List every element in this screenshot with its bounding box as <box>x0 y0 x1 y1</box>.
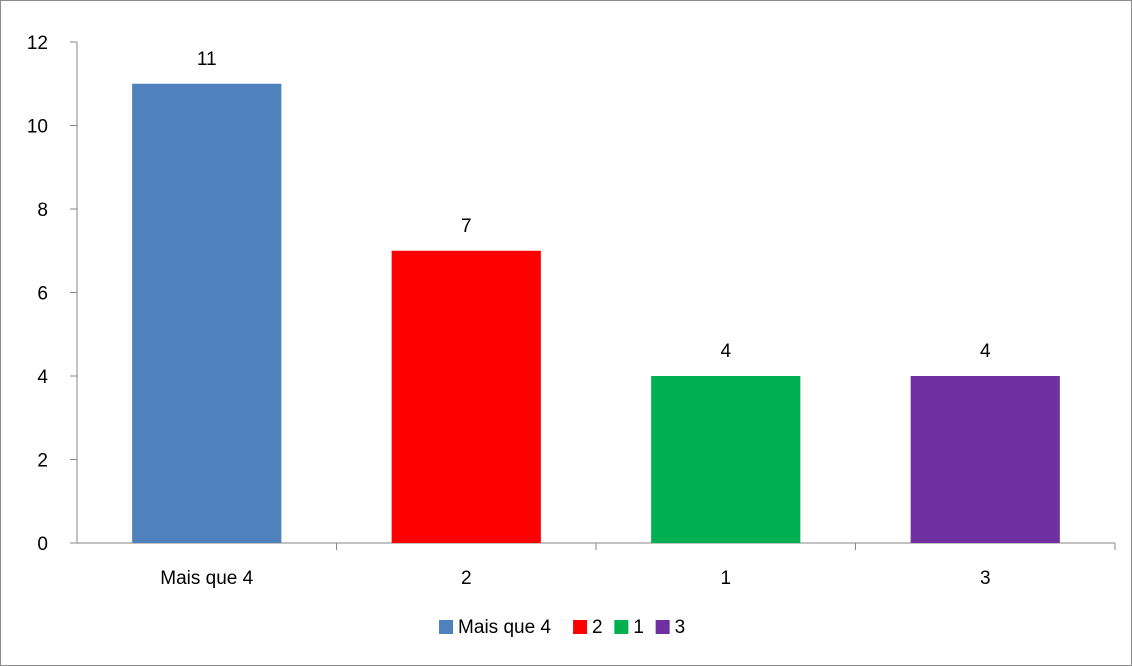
chart-bars <box>132 83 1060 543</box>
bar-1 <box>132 83 282 543</box>
y-tick-label: 0 <box>37 534 48 555</box>
chart-legend: Mais que 4 2 1 3 <box>439 617 685 638</box>
legend-entry-label: 2 <box>592 617 603 638</box>
chart-labels: Mais que 4 11 2 7 1 4 3 4 <box>160 49 991 589</box>
legend-swatch-4 <box>655 620 670 634</box>
x-tick-label: 3 <box>980 568 991 589</box>
legend-entry-label: 1 <box>633 617 644 638</box>
x-tick-label: 1 <box>720 568 731 589</box>
bar-2 <box>391 250 541 543</box>
legend-swatch-1 <box>439 620 454 634</box>
legend-entry-label: 3 <box>675 617 686 638</box>
y-tick-label: 8 <box>37 200 48 221</box>
y-tick-label: 6 <box>37 284 48 305</box>
x-tick-label: Mais que 4 <box>160 568 253 589</box>
data-label: 4 <box>720 341 731 362</box>
x-tick-label: 2 <box>461 568 472 589</box>
legend-entry-label: Mais que 4 <box>458 617 551 638</box>
y-tick-label: 10 <box>27 117 48 138</box>
bar-4 <box>910 376 1060 543</box>
y-tick-label: 12 <box>27 33 48 54</box>
data-label: 11 <box>197 49 217 70</box>
y-tick-label: 4 <box>37 367 48 388</box>
legend-swatch-3 <box>614 620 629 634</box>
y-tick-label: 2 <box>37 451 48 472</box>
legend-swatch-2 <box>573 620 588 634</box>
data-label: 7 <box>461 216 472 237</box>
data-label: 4 <box>980 341 991 362</box>
bar-3 <box>651 376 801 543</box>
